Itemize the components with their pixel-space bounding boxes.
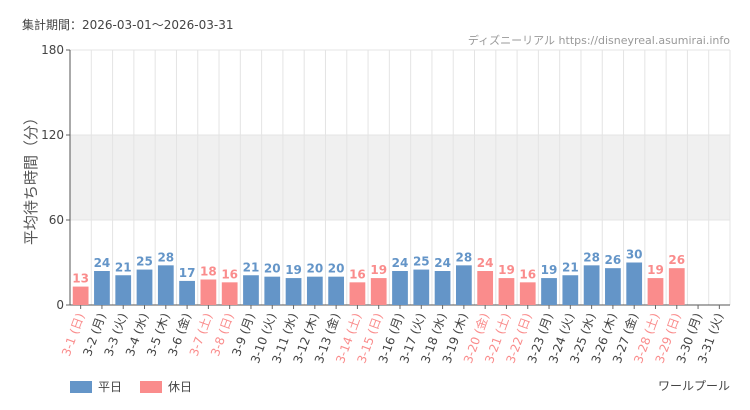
- bar-weekday: [328, 276, 345, 305]
- legend-label-holiday: 休日: [168, 380, 193, 394]
- bar-weekday: [94, 271, 110, 305]
- bar-value-label: 21: [115, 260, 132, 274]
- bar-weekday: [413, 269, 430, 305]
- y-tick-label: 120: [41, 128, 64, 142]
- bar-weekday: [179, 280, 195, 305]
- y-tick-label: 0: [56, 298, 64, 312]
- bar-holiday: [370, 278, 387, 305]
- bar-weekday: [605, 268, 621, 305]
- bar-value-label: 13: [72, 272, 89, 286]
- bar-value-label: 16: [519, 267, 536, 281]
- attraction-name: ワールプール: [657, 379, 730, 393]
- bar-holiday: [200, 279, 217, 305]
- bar-value-label: 19: [541, 263, 558, 277]
- bar-weekday: [583, 265, 600, 305]
- bar-value-label: 16: [221, 267, 238, 281]
- bar-value-label: 20: [306, 262, 323, 276]
- y-tick-label: 60: [49, 213, 64, 227]
- legend-label-weekday: 平日: [98, 380, 123, 394]
- bar-value-label: 21: [243, 260, 260, 274]
- legend-swatch-weekday: [70, 380, 92, 393]
- bar-value-label: 24: [477, 256, 494, 270]
- site-credit: ディズニーリアル https://disneyreal.asumirai.inf…: [467, 34, 730, 47]
- bar-value-label: 28: [456, 250, 473, 264]
- bar-holiday: [519, 282, 536, 305]
- bar-holiday: [349, 282, 366, 305]
- bar-value-label: 24: [392, 256, 409, 270]
- bar-holiday: [498, 278, 515, 305]
- bar-weekday: [264, 276, 281, 305]
- bar-holiday: [477, 271, 494, 305]
- bar-value-label: 19: [285, 263, 302, 277]
- bar-value-label: 20: [328, 262, 345, 276]
- bar-value-label: 19: [498, 263, 515, 277]
- y-tick-label: 180: [41, 43, 64, 57]
- bar-value-label: 26: [668, 253, 685, 267]
- bar-weekday: [115, 275, 132, 305]
- bar-holiday: [221, 282, 238, 305]
- legend-item-weekday: 平日: [70, 378, 122, 395]
- bar-holiday: [72, 286, 89, 305]
- bar-weekday: [285, 278, 302, 305]
- bar-weekday: [626, 262, 643, 305]
- bar-holiday: [647, 278, 664, 305]
- period-label: 集計期間：2026-03-01〜2026-03-31: [22, 18, 234, 32]
- bar-value-label: 30: [626, 248, 643, 262]
- legend: 平日 休日: [70, 378, 210, 395]
- bar-weekday: [455, 265, 472, 305]
- bar-value-label: 20: [264, 262, 281, 276]
- bar-value-label: 18: [200, 265, 217, 279]
- bar-value-label: 24: [94, 256, 111, 270]
- bar-holiday: [668, 268, 685, 305]
- bar-value-label: 25: [413, 255, 430, 269]
- bar-value-label: 21: [562, 260, 579, 274]
- bar-value-label: 17: [179, 266, 196, 280]
- bar-weekday: [562, 275, 579, 305]
- bar-weekday: [136, 269, 153, 305]
- bar-weekday: [392, 271, 408, 305]
- bar-weekday: [541, 278, 557, 305]
- bar-weekday: [434, 271, 451, 305]
- bar-value-label: 19: [647, 263, 664, 277]
- shaded-band: [70, 135, 730, 220]
- y-axis-label: 平均待ち時間（分）: [22, 110, 40, 245]
- legend-item-holiday: 休日: [140, 378, 192, 395]
- bar-weekday: [243, 275, 259, 305]
- bar-weekday: [306, 276, 323, 305]
- bar-value-label: 26: [605, 253, 622, 267]
- bar-value-label: 28: [157, 250, 174, 264]
- bar-value-label: 16: [349, 267, 366, 281]
- bar-value-label: 24: [434, 256, 451, 270]
- legend-swatch-holiday: [140, 380, 163, 393]
- bar-value-label: 28: [583, 250, 600, 264]
- bar-value-label: 19: [370, 263, 387, 277]
- bar-weekday: [157, 265, 174, 305]
- bar-value-label: 25: [136, 255, 153, 269]
